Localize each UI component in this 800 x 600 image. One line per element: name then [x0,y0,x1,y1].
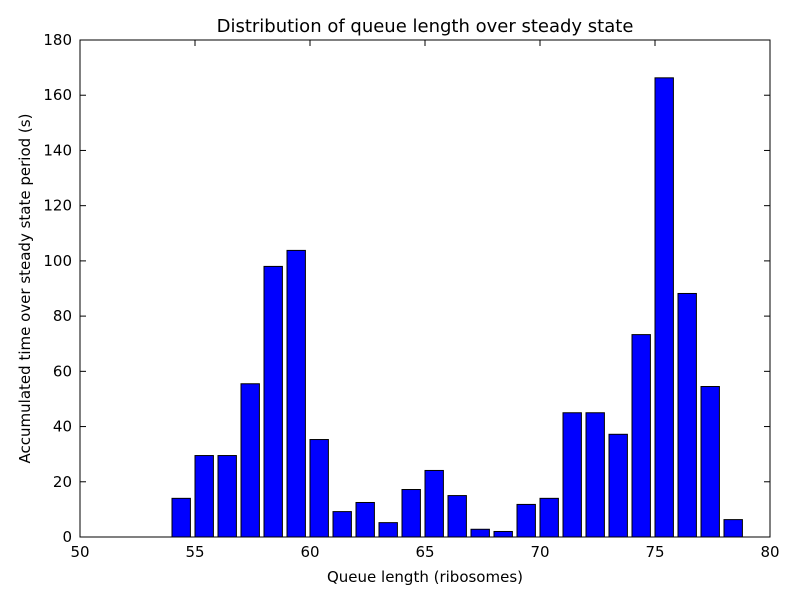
bar-62 [355,501,375,538]
bar-72 [585,412,605,538]
y-tick-label-80: 80 [53,307,72,325]
bar-77 [700,386,720,538]
bars-group [171,77,743,538]
x-axis-label: Queue length (ribosomes) [327,568,523,586]
y-tick-label-160: 160 [43,86,72,104]
bar-54 [171,497,191,538]
x-tick-label-55: 55 [185,543,204,561]
y-tick-label-140: 140 [43,141,72,159]
bar-64 [401,489,421,538]
plot-frame [79,39,771,538]
x-tick-label-75: 75 [645,543,664,561]
bar-78 [723,519,743,538]
y-tick-label-60: 60 [53,362,72,380]
bar-65 [424,469,444,538]
x-tick-label-60: 60 [300,543,319,561]
y-axis-label: Accumulated time over steady state perio… [16,114,34,464]
y-tick-label-20: 20 [53,473,72,491]
bar-67 [470,528,490,538]
ticks-group: 50 55 60 65 70 75 80 0 20 40 60 80 100 120 140 160 180 [43,31,779,561]
bar-57 [240,383,260,538]
bar-60 [309,439,329,538]
bar-68 [493,530,513,538]
bar-75 [654,77,674,538]
y-tick-label-0: 0 [62,528,72,546]
y-tick-label-120: 120 [43,197,72,215]
y-tick-label-100: 100 [43,252,72,270]
x-tick-label-65: 65 [415,543,434,561]
bar-76 [677,292,697,538]
bar-66 [447,495,467,538]
x-tick-label-50: 50 [70,543,89,561]
bar-74 [631,334,651,538]
bar-56 [217,455,237,538]
bar-55 [194,455,214,538]
bar-71 [562,412,582,538]
bar-59 [286,249,306,538]
y-tick-label-40: 40 [53,418,72,436]
chart-title: Distribution of queue length over steady… [217,16,634,37]
bar-70 [539,497,559,538]
bar-58 [263,265,283,538]
bar-61 [332,511,352,538]
x-tick-label-80: 80 [760,543,779,561]
x-tick-label-70: 70 [530,543,549,561]
bar-73 [608,433,628,538]
y-tick-label-180: 180 [43,31,72,49]
bar-63 [378,522,398,538]
bar-69 [516,503,536,538]
